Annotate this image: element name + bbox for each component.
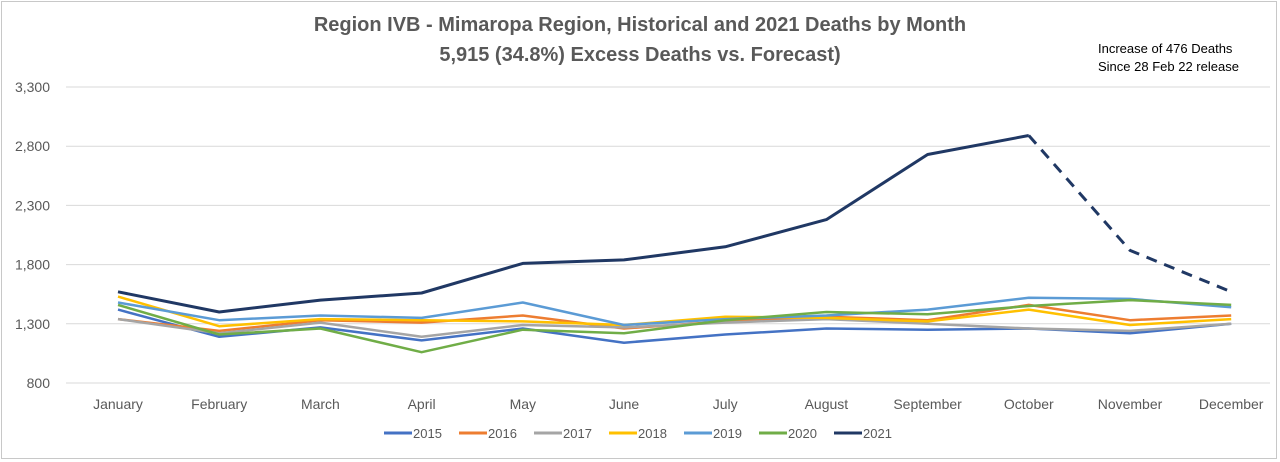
- series-line-2019: [117, 296, 1232, 327]
- x-tick-label: December: [1199, 396, 1264, 412]
- x-tick-label: September: [893, 396, 962, 412]
- series-line-2020: [117, 298, 1232, 354]
- y-tick-label: 2,800: [15, 138, 50, 154]
- y-axis: 800 1,300 1,800 2,300 2,800 3,300: [15, 79, 50, 391]
- legend-label-2017: 2017: [563, 426, 592, 441]
- x-tick-label: February: [191, 396, 247, 412]
- legend-label-2016: 2016: [488, 426, 517, 441]
- y-tick-label: 3,300: [15, 79, 50, 95]
- legend-label-2018: 2018: [638, 426, 667, 441]
- y-tick-label: 1,800: [15, 257, 50, 273]
- legend: 2015 2016 2017 2018 2019 2020 2021: [384, 426, 892, 441]
- annotation-note: Increase of 476 Deaths Since 28 Feb 22 r…: [1098, 40, 1239, 76]
- chart-subtitle: 5,915 (34.8%) Excess Deaths vs. Forecast…: [439, 44, 841, 66]
- x-tick-label: October: [1004, 396, 1054, 412]
- x-tick-label: July: [713, 396, 738, 412]
- legend-label-2021: 2021: [863, 426, 892, 441]
- x-tick-label: August: [805, 396, 849, 412]
- series-line-2017: [117, 317, 1232, 339]
- x-tick-label: January: [93, 396, 143, 412]
- series-line-2021-forecast: [1027, 134, 1232, 294]
- legend-label-2015: 2015: [413, 426, 442, 441]
- chart-title: Region IVB - Mimaropa Region, Historical…: [313, 14, 967, 36]
- x-axis: January February March April May June July Augu…: [93, 396, 1264, 412]
- x-tick-label: November: [1098, 396, 1163, 412]
- legend-label-2020: 2020: [788, 426, 817, 441]
- y-tick-label: 2,300: [15, 197, 50, 213]
- series-lines: [117, 134, 1232, 354]
- x-tick-label: March: [301, 396, 340, 412]
- annotation-line-2: Since 28 Feb 22 release: [1098, 59, 1239, 74]
- y-tick-label: 1,300: [15, 316, 50, 332]
- annotation-line-1: Increase of 476 Deaths: [1098, 41, 1233, 56]
- grid-lines: [66, 86, 1270, 384]
- x-tick-label: May: [510, 396, 536, 412]
- y-tick-label: 800: [27, 375, 51, 391]
- x-tick-label: June: [609, 396, 640, 412]
- series-line-2021: [117, 134, 1030, 314]
- legend-label-2019: 2019: [713, 426, 742, 441]
- x-tick-label: April: [408, 396, 436, 412]
